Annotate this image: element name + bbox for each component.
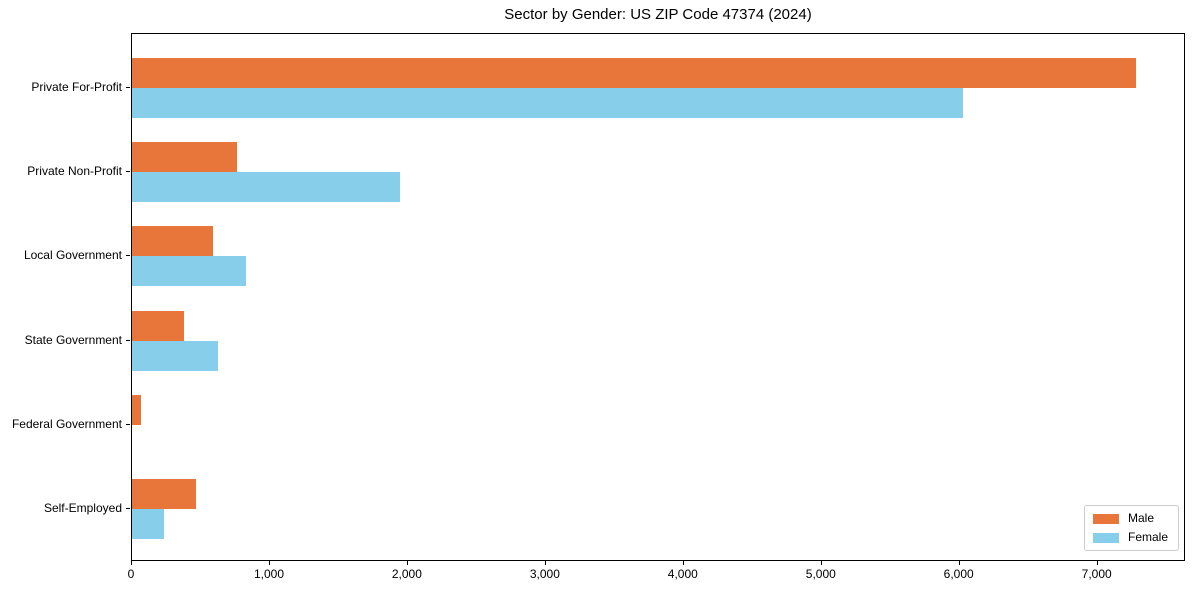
legend-item-male: Male <box>1092 511 1168 525</box>
x-tick-6-000 <box>958 561 960 565</box>
x-tick-5-000 <box>820 561 822 565</box>
bar-female-private-non-profit <box>132 172 400 203</box>
x-label-3-000: 3,000 <box>529 567 560 581</box>
y-label-local-government: Local Government <box>23 248 122 263</box>
bar-female-local-government <box>132 256 246 287</box>
bar-male-private-non-profit <box>132 142 237 173</box>
x-tick-4-000 <box>682 561 684 565</box>
x-tick-0 <box>131 561 132 565</box>
legend-item-female: Female <box>1092 530 1168 544</box>
x-label-0: 0 <box>127 567 135 581</box>
legend-swatch-male <box>1092 513 1119 524</box>
bar-male-self-employed <box>132 479 196 509</box>
y-label-private-for-profit: Private For-Profit <box>31 80 122 94</box>
y-tick-private-for-profit <box>126 87 130 88</box>
x-label-4-000: 4,000 <box>667 567 698 581</box>
y-label-federal-government: Federal Government <box>11 416 122 431</box>
x-label-6-000: 6,000 <box>943 567 974 581</box>
x-tick-1-000 <box>269 561 270 565</box>
y-tick-state-government <box>126 339 130 341</box>
y-label-private-non-profit: Private Non-Profit <box>27 164 122 179</box>
y-label-state-government: State Government <box>24 332 122 347</box>
bar-male-private-for-profit <box>132 58 1137 88</box>
x-label-1-000: 1,000 <box>253 567 285 581</box>
chart-title: Sector by Gender: US ZIP Code 47374 (202… <box>504 6 812 23</box>
bar-male-local-government <box>132 226 213 257</box>
bar-female-private-for-profit <box>132 88 963 118</box>
plot-area: Male Female <box>131 33 1185 561</box>
x-tick-3-000 <box>544 561 546 565</box>
y-tick-local-government <box>126 255 130 257</box>
bar-female-self-employed <box>132 509 164 539</box>
x-tick-7-000 <box>1096 561 1098 565</box>
legend-swatch-female <box>1092 532 1119 543</box>
bar-female-state-government <box>132 340 219 371</box>
bar-male-state-government <box>132 310 185 341</box>
x-label-7-000: 7,000 <box>1081 567 1112 581</box>
x-tick-2-000 <box>406 561 408 565</box>
legend-label-male: Male <box>1127 511 1154 525</box>
x-label-5-000: 5,000 <box>805 567 836 581</box>
x-label-2-000: 2,000 <box>391 567 422 581</box>
y-tick-federal-government <box>126 423 130 425</box>
y-tick-self-employed <box>126 508 130 509</box>
y-tick-private-non-profit <box>126 171 130 173</box>
legend: Male Female <box>1083 505 1179 551</box>
legend-label-female: Female <box>1127 530 1168 544</box>
y-label-self-employed: Self-Employed <box>43 501 122 515</box>
bar-male-federal-government <box>132 394 141 425</box>
